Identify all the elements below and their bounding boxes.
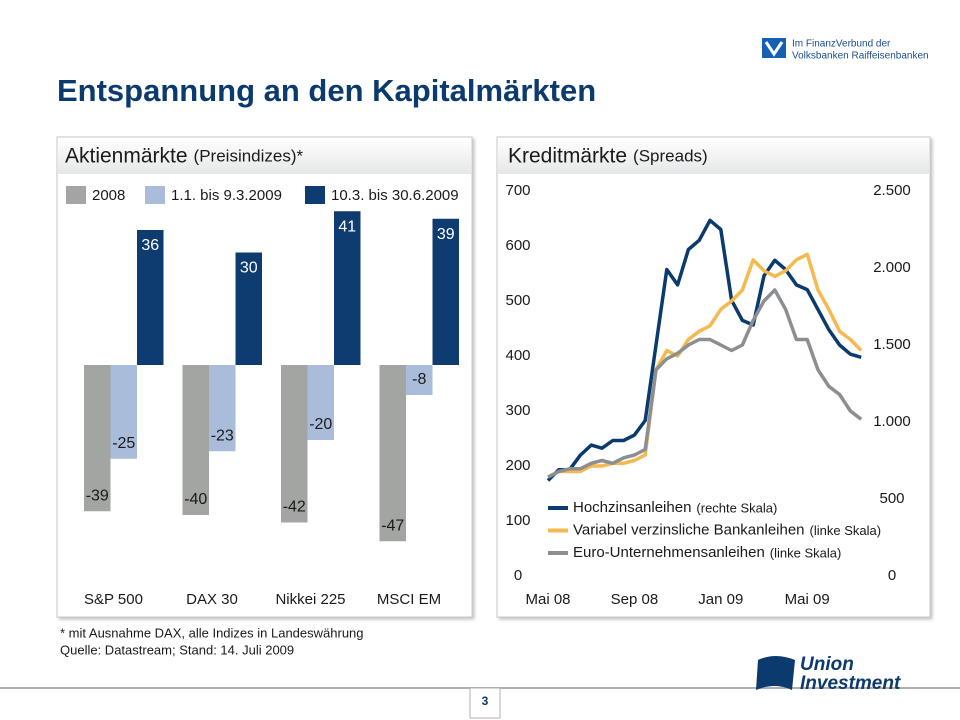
x-tick-label: DAX 30 <box>186 591 238 608</box>
bar <box>334 211 361 365</box>
y2-tick-label: 500 <box>879 490 904 507</box>
x-tick-label: S&P 500 <box>84 591 143 608</box>
legend-note: (linke Skala) <box>810 523 882 538</box>
footnote: Quelle: Datastream; Stand: 14. Juli 2009 <box>60 642 294 657</box>
value-label: -20 <box>309 416 332 433</box>
value-label: -39 <box>86 487 109 504</box>
y-tick-label: 0 <box>514 567 522 584</box>
legend-label: Variabel verzinsliche Bankanleihen <box>573 521 805 538</box>
page-title: Entspannung an den Kapitalmärkten <box>57 73 596 108</box>
footnote: * mit Ausnahme DAX, alle Indizes in Land… <box>60 625 364 640</box>
bar <box>307 365 334 440</box>
chart-title: Kreditmärkte <box>508 145 627 168</box>
y2-tick-label: 2.000 <box>873 259 911 276</box>
line <box>547 288 863 479</box>
value-label: -40 <box>184 491 207 508</box>
legend-label: Hochzinsanleihen <box>573 499 691 516</box>
value-label: -42 <box>283 499 306 516</box>
bar <box>379 365 406 542</box>
value-label: -47 <box>381 517 404 534</box>
legend-note: (rechte Skala) <box>696 500 777 515</box>
union-logo-mark <box>756 656 795 690</box>
value-label: -23 <box>211 427 234 444</box>
line <box>547 252 863 479</box>
bar <box>84 365 111 512</box>
y2-tick-label: 1.500 <box>873 336 911 353</box>
bar <box>209 365 236 452</box>
value-label: 39 <box>437 226 455 243</box>
x-tick-label: Nikkei 225 <box>275 591 345 608</box>
bar <box>235 252 262 365</box>
x-tick-label: Mai 09 <box>785 591 830 608</box>
value-label: 41 <box>338 218 356 235</box>
y2-tick-label: 2.500 <box>873 182 911 199</box>
y-tick-label: 200 <box>505 457 530 474</box>
y-tick-label: 500 <box>505 292 530 309</box>
value-label: 36 <box>141 237 159 254</box>
y2-tick-label: 1.000 <box>873 413 911 430</box>
legend-swatch <box>145 186 165 204</box>
legend-label: 1.1. bis 9.3.2009 <box>171 187 282 204</box>
bar <box>406 365 433 395</box>
x-tick-label: Mai 08 <box>525 591 570 608</box>
page-number: 3 <box>482 694 489 708</box>
line <box>546 218 862 482</box>
panel-header <box>58 138 471 174</box>
bar <box>432 218 459 365</box>
legend-swatch <box>66 186 86 204</box>
y-tick-label: 100 <box>505 512 530 529</box>
legend-label: 2008 <box>92 187 125 204</box>
chart-title: Aktienmärkte <box>65 145 188 168</box>
logo-text: Union <box>800 654 854 675</box>
vr-logo-shape <box>764 41 784 57</box>
bar <box>110 365 137 459</box>
panel-header <box>498 138 929 174</box>
value-label: 30 <box>240 260 258 277</box>
legend-note: (linke Skala) <box>770 545 842 560</box>
panel <box>496 136 931 618</box>
y-tick-label: 400 <box>505 347 530 364</box>
x-tick-label: MSCI EM <box>377 591 441 608</box>
y2-tick-label: 0 <box>888 567 896 584</box>
bar <box>137 230 164 365</box>
bar <box>281 365 308 523</box>
chart-subtitle: (Preisindizes)* <box>194 146 304 165</box>
logo-text: Investment <box>800 673 901 694</box>
logo-text: Volksbanken Raiffeisenbanken <box>792 51 929 62</box>
legend-label: 10.3. bis 30.6.2009 <box>331 187 459 204</box>
x-tick-label: Jan 09 <box>698 591 743 608</box>
y-tick-label: 700 <box>505 182 530 199</box>
chart-subtitle: (Spreads) <box>633 146 708 165</box>
value-label: -25 <box>112 435 135 452</box>
logo-text: Im FinanzVerbund der <box>792 39 891 50</box>
y-tick-label: 600 <box>505 237 530 254</box>
value-label: -8 <box>412 371 426 388</box>
y-tick-label: 300 <box>505 402 530 419</box>
x-tick-label: Sep 08 <box>611 591 659 608</box>
legend-label: Euro-Unternehmensanleihen <box>573 544 765 561</box>
bar <box>182 365 209 515</box>
page-number-box <box>469 687 501 719</box>
legend-swatch <box>305 186 325 204</box>
